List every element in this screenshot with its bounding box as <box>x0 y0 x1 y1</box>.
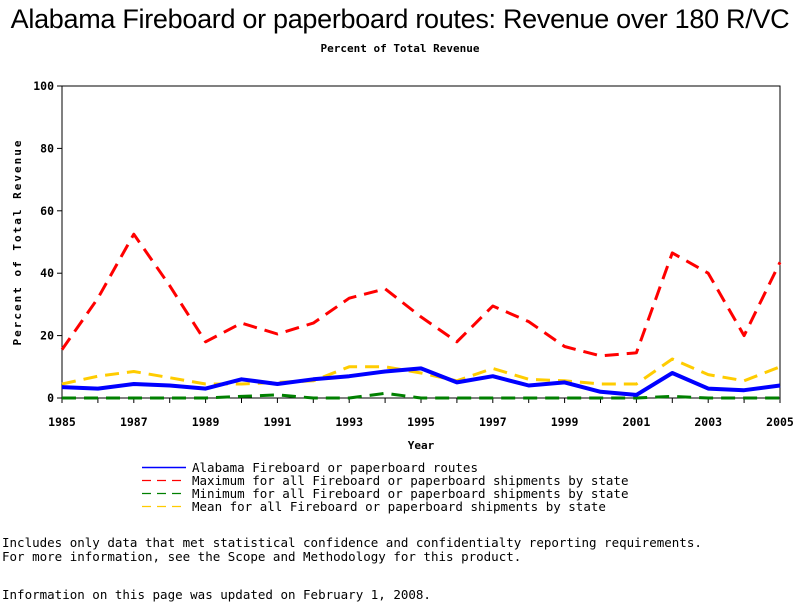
x-tick-label: 1987 <box>120 415 148 429</box>
legend-swatch <box>142 479 186 482</box>
y-tick-label: 20 <box>40 329 54 343</box>
y-axis: 0 20 40 60 80 100 <box>33 79 62 405</box>
legend-swatch <box>142 466 186 469</box>
legend-entry: Maximum for all Fireboard or paperboard … <box>142 474 629 487</box>
footnote-methodology: For more information, see the Scope and … <box>2 549 522 564</box>
x-tick-label: 1985 <box>48 415 76 429</box>
series-line-4 <box>61 357 781 386</box>
legend-label: Maximum for all Fireboard or paperboard … <box>192 473 629 488</box>
x-axis-title: Year <box>408 439 435 452</box>
x-tick-label: 2005 <box>766 415 794 429</box>
series-lines <box>60 232 782 400</box>
x-tick-label: 1991 <box>264 415 292 429</box>
legend-entry: Minimum for all Fireboard or paperboard … <box>142 487 629 500</box>
x-tick-label: 1989 <box>192 415 220 429</box>
x-tick-label: 1993 <box>335 415 363 429</box>
y-axis-title: Percent of Total Revenue <box>11 139 24 346</box>
legend-swatch <box>142 492 186 495</box>
x-tick-label: 2003 <box>694 415 722 429</box>
y-tick-label: 0 <box>47 391 54 405</box>
footnote-confidence: Includes only data that met statistical … <box>2 535 702 550</box>
y-tick-label: 40 <box>40 266 54 280</box>
legend-label: Mean for all Fireboard or paperboard shi… <box>192 499 606 514</box>
x-tick-label: 2001 <box>623 415 651 429</box>
y-tick-label: 60 <box>40 204 54 218</box>
legend: Alabama Fireboard or paperboard routes Ma… <box>142 461 629 513</box>
chart-subtitle: Percent of Total Revenue <box>320 42 480 55</box>
series-line-1 <box>61 366 781 397</box>
legend-swatch <box>142 505 186 508</box>
legend-label: Minimum for all Fireboard or paperboard … <box>192 486 629 501</box>
x-tick-label: 1995 <box>407 415 435 429</box>
series-line-3 <box>62 391 780 400</box>
chart-title: Alabama Fireboard or paperboard routes: … <box>10 4 790 34</box>
footnotes: Includes only data that met statistical … <box>2 536 702 564</box>
y-tick-label: 100 <box>33 79 54 93</box>
x-axis: 1985 1987 1989 1991 1993 1995 1997 1999 2001 2003… <box>48 398 794 429</box>
x-tick-label: 1997 <box>479 415 507 429</box>
y-tick-label: 80 <box>40 141 54 155</box>
plot-frame <box>61 85 781 399</box>
legend-entry: Mean for all Fireboard or paperboard shi… <box>142 500 629 513</box>
legend-label: Alabama Fireboard or paperboard routes <box>192 460 478 475</box>
legend-entry: Alabama Fireboard or paperboard routes <box>142 461 629 474</box>
update-notice: Information on this page was updated on … <box>2 587 431 602</box>
series-line-2 <box>60 232 782 358</box>
x-tick-label: 1999 <box>551 415 579 429</box>
line-chart: 0 20 40 60 80 100 1985 1987 1989 1991 1993 1995 199… <box>11 79 794 452</box>
